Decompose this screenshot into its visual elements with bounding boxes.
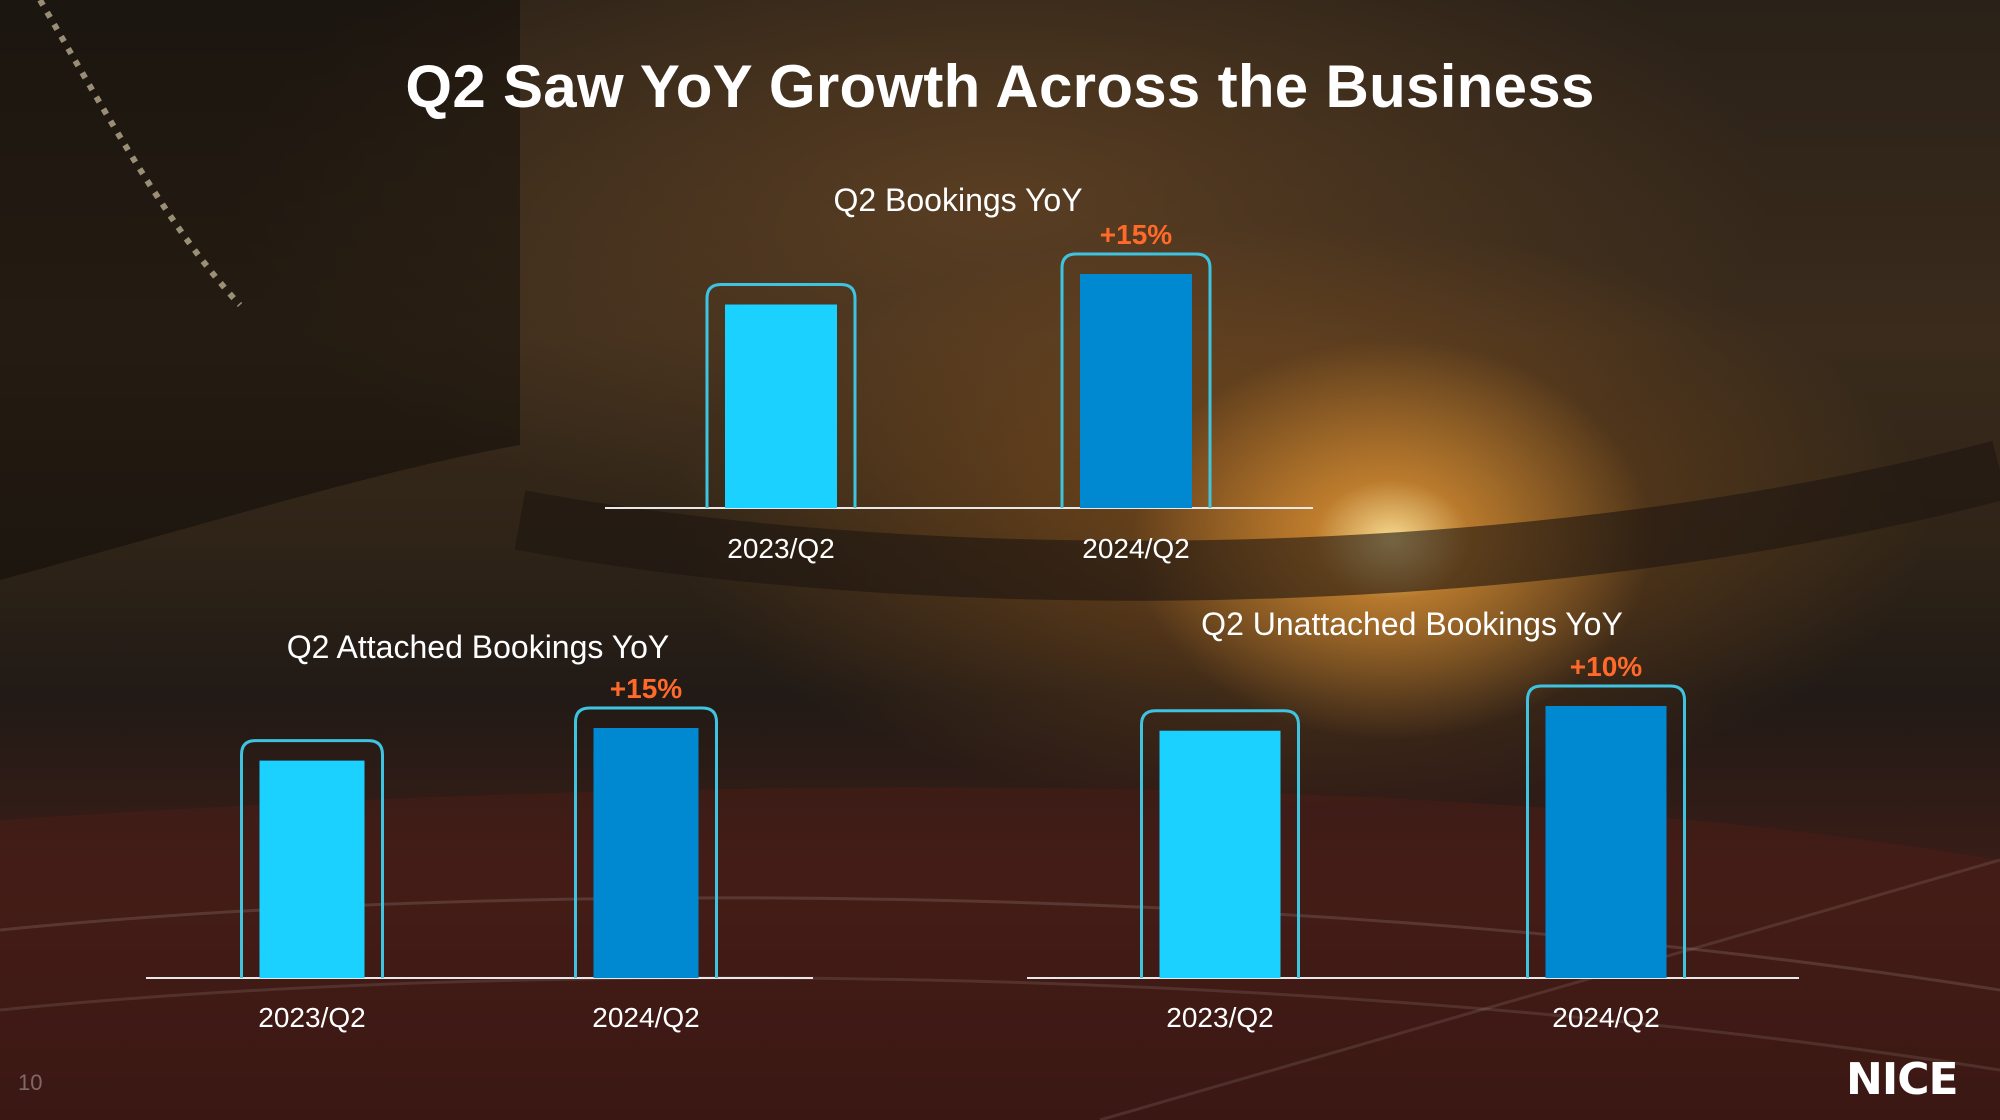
growth-label: +15% [1100,219,1172,250]
bar-2024-q2 [593,728,699,978]
bar-frame [1140,709,1300,978]
bar-frame [574,706,718,978]
bar-2023-q2 [725,304,837,508]
tick-label: 2023/Q2 [727,533,834,564]
growth-label: +15% [610,673,682,704]
tick-label: 2023/Q2 [258,1002,365,1033]
chart-title: Q2 Bookings YoY [833,182,1082,218]
tick-label: 2023/Q2 [1166,1002,1273,1033]
growth-label: +10% [1570,651,1642,682]
nice-logo: NICE [1846,1054,1959,1105]
bar-2024-q2 [1080,274,1192,508]
bar-frame [1060,252,1212,508]
bar-2023-q2 [259,760,365,978]
bar-frame [240,739,384,978]
bar-2023-q2 [1159,730,1281,978]
slide-title: Q2 Saw YoY Growth Across the Business [405,53,1595,120]
chart-title: Q2 Unattached Bookings YoY [1201,606,1623,642]
bar-frame [705,283,857,508]
page-number: 10 [18,1070,43,1095]
chart-title: Q2 Attached Bookings YoY [287,629,670,665]
tick-label: 2024/Q2 [592,1002,699,1033]
bar-frame [1526,684,1686,978]
tick-label: 2024/Q2 [1082,533,1189,564]
bar-2024-q2 [1545,706,1667,978]
tick-label: 2024/Q2 [1552,1002,1659,1033]
